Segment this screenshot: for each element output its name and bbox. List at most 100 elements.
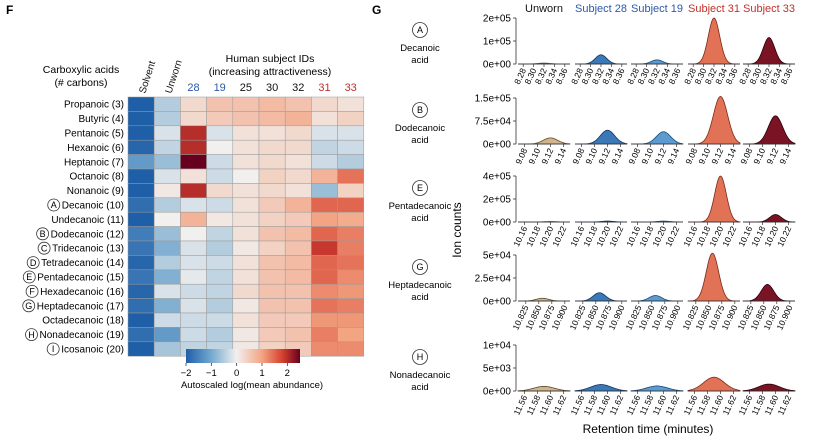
heatmap-cell bbox=[337, 168, 365, 184]
heatmap-row-badge-letter: A bbox=[51, 200, 57, 210]
heatmap-row-badge-circle bbox=[26, 256, 40, 270]
heatmap-cell bbox=[311, 312, 338, 328]
x-tick-label: 11.62 bbox=[608, 393, 626, 416]
compound-name: Decanoic bbox=[400, 43, 440, 54]
colorbar-tick-label: 1 bbox=[259, 368, 264, 379]
heatmap-cell bbox=[284, 211, 312, 227]
heatmap-cell bbox=[258, 240, 286, 256]
heatmap-cell bbox=[258, 139, 286, 155]
heatmap-row-labels: Propanoic (3) Butyric (4) Pentanoic (5) Hex… bbox=[22, 100, 124, 356]
heatmap-cell bbox=[337, 125, 365, 141]
compound-name: Nonadecanoic bbox=[390, 370, 451, 381]
heatmap-cell bbox=[337, 139, 365, 155]
heatmap-cell bbox=[311, 341, 338, 357]
compound-badge-letter: A bbox=[417, 25, 423, 35]
series-header: Unworn bbox=[525, 3, 563, 15]
heatmap-cell bbox=[180, 211, 207, 227]
heatmap-row-label: Octanoic (8) bbox=[70, 172, 124, 183]
chromatogram-peak bbox=[518, 297, 570, 302]
heatmap-column-label: 33 bbox=[345, 82, 357, 94]
chromatogram-peak bbox=[688, 17, 740, 65]
heatmap-cell bbox=[337, 211, 365, 227]
heatmap-cell bbox=[311, 125, 338, 141]
heatmap-cell bbox=[337, 327, 365, 343]
row-header-line1: Carboxylic acids bbox=[43, 64, 119, 76]
heatmap-cell bbox=[153, 211, 181, 227]
heatmap-cell bbox=[206, 154, 234, 170]
heatmap-cell bbox=[206, 269, 234, 285]
chromatogram-peak bbox=[630, 385, 684, 392]
y-tick-label: 2e+05 bbox=[483, 195, 512, 206]
heatmap-column-label: 19 bbox=[214, 82, 226, 94]
heatmap-row-badge-circle bbox=[25, 328, 38, 342]
heatmap-cell bbox=[258, 96, 286, 112]
compound-name: Pentadecanoic bbox=[389, 201, 452, 212]
y-tick-label: 2.5e+04 bbox=[475, 274, 512, 285]
heatmap-row-badge-circle bbox=[37, 241, 51, 255]
heatmap-cell bbox=[232, 269, 260, 285]
heatmap-column-label: Unworn bbox=[164, 59, 185, 95]
compound-name: acid bbox=[411, 135, 428, 146]
heatmap-cell bbox=[180, 255, 207, 271]
heatmap-cell bbox=[232, 111, 260, 127]
chromatogram-peak bbox=[575, 54, 627, 65]
heatmap-cell bbox=[127, 283, 155, 299]
heatmap-cell bbox=[311, 327, 338, 343]
heatmap-cell bbox=[311, 240, 338, 256]
heatmap-cell bbox=[153, 154, 181, 170]
heatmap-cell bbox=[153, 327, 181, 343]
heatmap-cell bbox=[258, 125, 286, 141]
heatmap-cell bbox=[153, 283, 181, 299]
heatmap-cell bbox=[232, 168, 260, 184]
heatmap-row-badge-circle bbox=[22, 299, 36, 313]
chromatogram-peak bbox=[631, 131, 684, 145]
compound-name: Dodecanoic bbox=[395, 123, 445, 134]
heatmap-cell bbox=[206, 255, 234, 271]
heatmap-cell bbox=[180, 139, 207, 155]
heatmap-column-label: 25 bbox=[240, 82, 252, 94]
heatmap-row-badge-letter: C bbox=[41, 243, 48, 253]
heatmap-column-label: 32 bbox=[292, 82, 304, 94]
heatmap-cell bbox=[153, 341, 181, 357]
heatmap-cell bbox=[153, 269, 181, 285]
x-tick-label: 11.62 bbox=[551, 393, 569, 416]
chromatogram-peak bbox=[517, 385, 571, 392]
compound-badge-letter: G bbox=[416, 262, 423, 272]
y-tick-label: 5e+03 bbox=[483, 364, 512, 375]
heatmap-cell bbox=[258, 269, 286, 285]
x-tick-label: 11.62 bbox=[664, 393, 682, 416]
heatmap-row-badge-letter: E bbox=[26, 272, 32, 282]
compound-name: acid bbox=[411, 213, 428, 224]
y-tick-label: 5e+04 bbox=[483, 251, 512, 262]
heatmap-column-label: 30 bbox=[266, 82, 278, 94]
heatmap-column-label: 31 bbox=[318, 82, 330, 94]
y-tick-label: 0e+00 bbox=[483, 218, 512, 229]
heatmap-cell bbox=[180, 111, 207, 127]
heatmap-cell bbox=[153, 168, 181, 184]
heatmap-cell bbox=[311, 269, 338, 285]
heatmap-cell bbox=[127, 183, 155, 199]
heatmap-cell bbox=[127, 255, 155, 271]
heatmap-cell bbox=[180, 197, 207, 213]
col-header-line1: Human subject IDs bbox=[226, 53, 315, 65]
heatmap-cell bbox=[258, 168, 286, 184]
x-tick-label: 8.36 bbox=[667, 66, 683, 85]
heatmap-row-label: Tetradecanoic (14) bbox=[41, 258, 124, 269]
heatmap-row-badge-letter: F bbox=[29, 287, 35, 297]
heatmap-cell bbox=[206, 226, 234, 242]
chromatogram-series-headers: Unworn Subject 28 Subject 19 Subject 31 Subj… bbox=[525, 3, 795, 15]
panel-g-letter: G bbox=[372, 3, 381, 17]
heatmap-row-label: Butyric (4) bbox=[78, 114, 124, 125]
chromatogram-peak bbox=[743, 37, 795, 65]
heatmap-row-label: Pentanoic (5) bbox=[65, 129, 124, 140]
heatmap-cell bbox=[180, 183, 207, 199]
heatmap-cell bbox=[206, 283, 234, 299]
series-header: Subject 33 bbox=[743, 3, 795, 15]
y-tick-label: 4e+05 bbox=[483, 172, 512, 183]
heatmap-cell bbox=[127, 154, 155, 170]
compound-name: acid bbox=[411, 382, 428, 393]
heatmap-cell bbox=[284, 168, 312, 184]
heatmap-cell bbox=[232, 255, 260, 271]
heatmap-cell bbox=[284, 255, 312, 271]
